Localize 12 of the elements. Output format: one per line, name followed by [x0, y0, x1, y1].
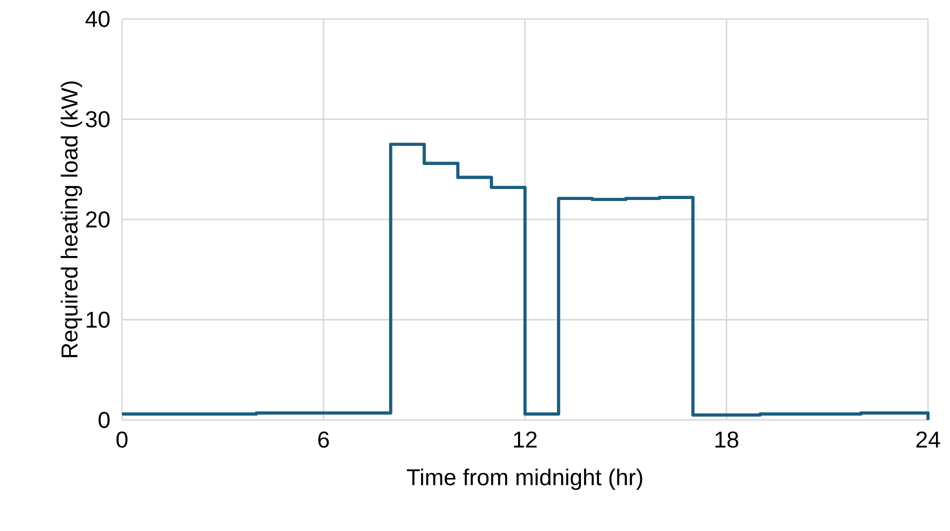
y-tick-label: 30: [86, 111, 110, 128]
x-tick-label: 12: [514, 432, 537, 448]
y-tick-label: 40: [86, 10, 110, 28]
y-tick-label: 20: [86, 211, 110, 228]
x-tick-label: 24: [916, 432, 940, 448]
x-axis-title: Time from midnight (hr): [406, 468, 642, 490]
x-tick-label: 6: [318, 432, 329, 448]
y-tick-label: 10: [86, 312, 110, 328]
y-tick-label: 0: [98, 412, 110, 428]
x-tick-label: 0: [116, 432, 128, 448]
x-tick-label: 18: [716, 432, 738, 448]
y-axis-title: Required heating load (kW): [60, 82, 82, 358]
